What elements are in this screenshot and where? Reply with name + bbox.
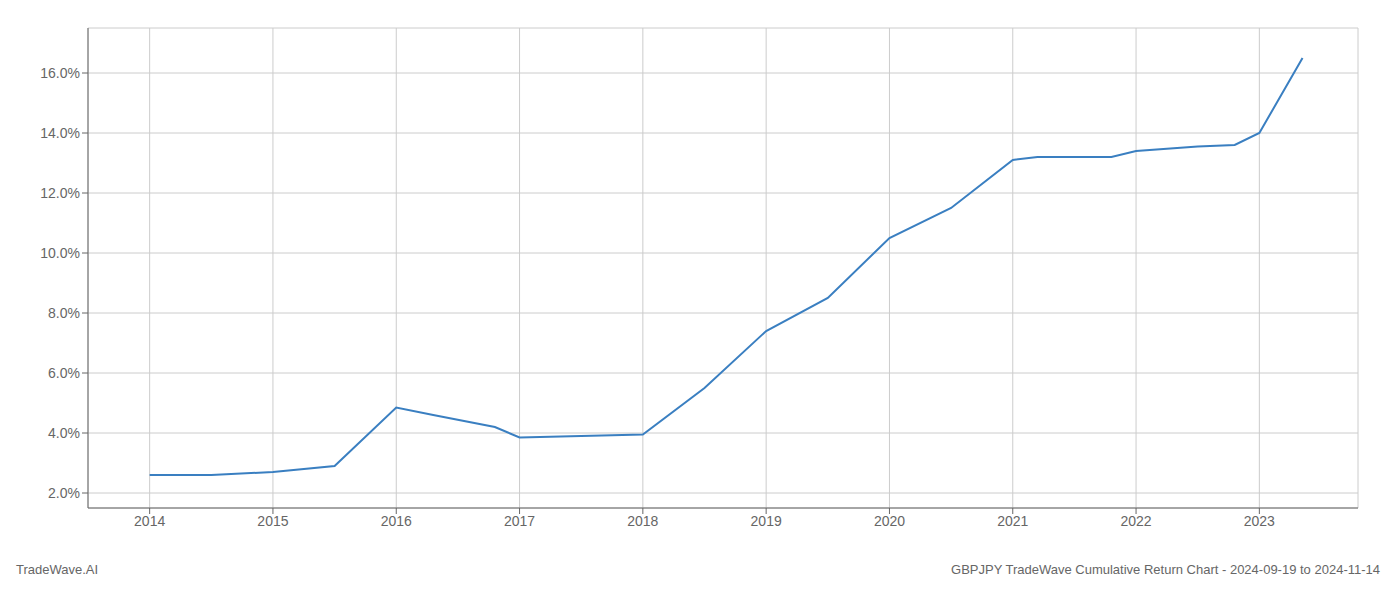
svg-text:16.0%: 16.0% — [40, 65, 80, 81]
svg-text:2018: 2018 — [627, 513, 658, 529]
html-text:TradeWave.AI: TradeWave.AI — [16, 562, 99, 577]
svg-text:2016: 2016 — [381, 513, 412, 529]
svg-text:8.0%: 8.0% — [48, 305, 80, 321]
svg-text:10.0%: 10.0% — [40, 245, 80, 261]
svg-text:2015: 2015 — [257, 513, 288, 529]
svg-text:2020: 2020 — [874, 513, 905, 529]
svg-text:2022: 2022 — [1120, 513, 1151, 529]
svg-text:2021: 2021 — [997, 513, 1028, 529]
svg-text:2019: 2019 — [751, 513, 782, 529]
svg-text:2023: 2023 — [1244, 513, 1275, 529]
svg-text:2017: 2017 — [504, 513, 535, 529]
svg-text:4.0%: 4.0% — [48, 425, 80, 441]
svg-text:2014: 2014 — [134, 513, 165, 529]
svg-text:6.0%: 6.0% — [48, 365, 80, 381]
svg-text:2.0%: 2.0% — [48, 485, 80, 501]
svg-text:12.0%: 12.0% — [40, 185, 80, 201]
html-text:GBPJPY TradeWave Cumulative Re: GBPJPY TradeWave Cumulative Return Chart… — [951, 562, 1380, 577]
svg-text:14.0%: 14.0% — [40, 125, 80, 141]
